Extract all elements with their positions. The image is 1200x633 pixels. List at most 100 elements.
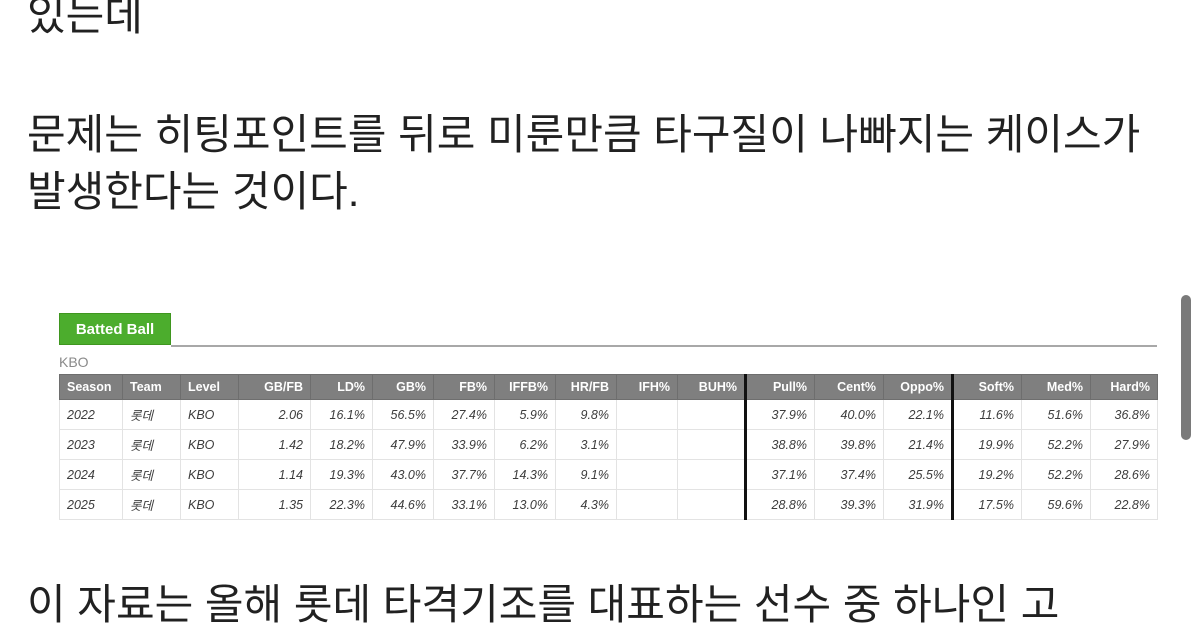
table-cell: 19.3% bbox=[310, 459, 373, 490]
table-cell: 33.9% bbox=[433, 429, 495, 460]
table-cell: 19.2% bbox=[951, 459, 1022, 490]
table-cell: 59.6% bbox=[1021, 489, 1091, 520]
table-cell: 37.1% bbox=[744, 459, 815, 490]
table-cell: KBO bbox=[180, 399, 239, 430]
table-cell: 1.35 bbox=[238, 489, 311, 520]
column-header: BUH% bbox=[677, 374, 746, 400]
table-cell: 52.2% bbox=[1021, 459, 1091, 490]
table-cell: KBO bbox=[180, 429, 239, 460]
column-header: LD% bbox=[310, 374, 373, 400]
table-cell: 52.2% bbox=[1021, 429, 1091, 460]
table-cell: 39.3% bbox=[814, 489, 884, 520]
column-header: Team bbox=[122, 374, 181, 400]
table-cell: 2023 bbox=[59, 429, 123, 460]
table-cell: 37.7% bbox=[433, 459, 495, 490]
table-cell: 22.3% bbox=[310, 489, 373, 520]
article-paragraph: 문제는 히팅포인트를 뒤로 미룬만큼 타구질이 나빠지는 케이스가 발생한다는 … bbox=[27, 111, 1152, 215]
table-cell: 22.1% bbox=[883, 399, 953, 430]
table-cell: 롯데 bbox=[122, 429, 181, 460]
table-cell: 33.1% bbox=[433, 489, 495, 520]
batted-ball-widget: Batted Ball KBO Season Team Level GB/FB LD% G… bbox=[59, 313, 1158, 520]
column-header: Oppo% bbox=[883, 374, 953, 400]
table-cell: 44.6% bbox=[372, 489, 434, 520]
table-cell: 18.2% bbox=[310, 429, 373, 460]
table-cell: 47.9% bbox=[372, 429, 434, 460]
column-header: IFH% bbox=[616, 374, 678, 400]
column-header: GB/FB bbox=[238, 374, 311, 400]
table-cell: KBO bbox=[180, 489, 239, 520]
table-cell: 1.42 bbox=[238, 429, 311, 460]
table-cell: 56.5% bbox=[372, 399, 434, 430]
column-header: Soft% bbox=[951, 374, 1022, 400]
league-label: KBO bbox=[59, 354, 89, 370]
column-header: IFFB% bbox=[494, 374, 556, 400]
table-cell bbox=[616, 489, 678, 520]
table-row: 2023 롯데 KBO 1.42 18.2% 47.9% 33.9% 6.2% 3.1% 38.8… bbox=[59, 429, 1158, 460]
table-cell: 27.4% bbox=[433, 399, 495, 430]
table-cell: 14.3% bbox=[494, 459, 556, 490]
table-cell: 40.0% bbox=[814, 399, 884, 430]
table-cell: 2022 bbox=[59, 399, 123, 430]
stats-table-head-row: Season Team Level GB/FB LD% GB% FB% IFFB% HR/FB I… bbox=[59, 374, 1158, 400]
column-header: Season bbox=[59, 374, 123, 400]
column-header: FB% bbox=[433, 374, 495, 400]
column-header: HR/FB bbox=[555, 374, 617, 400]
article-bottom-line: 이 자료는 올해 롯데 타격기조를 대표하는 선수 중 하나인 고 bbox=[27, 581, 1060, 628]
column-header: Med% bbox=[1021, 374, 1091, 400]
stats-table-body: 2022 롯데 KBO 2.06 16.1% 56.5% 27.4% 5.9% 9.8% 37.9… bbox=[59, 399, 1158, 520]
table-cell: 22.8% bbox=[1090, 489, 1158, 520]
table-cell: 9.1% bbox=[555, 459, 617, 490]
batted-ball-tab[interactable]: Batted Ball bbox=[59, 313, 171, 345]
table-cell bbox=[616, 399, 678, 430]
table-cell bbox=[616, 459, 678, 490]
table-cell: 39.8% bbox=[814, 429, 884, 460]
table-cell: 6.2% bbox=[494, 429, 556, 460]
tab-row: Batted Ball bbox=[59, 313, 1157, 347]
stats-table: Season Team Level GB/FB LD% GB% FB% IFFB% HR/FB I… bbox=[59, 374, 1158, 520]
table-cell bbox=[677, 459, 746, 490]
table-cell: 25.5% bbox=[883, 459, 953, 490]
table-cell: 2.06 bbox=[238, 399, 311, 430]
table-cell: 9.8% bbox=[555, 399, 617, 430]
table-cell: 19.9% bbox=[951, 429, 1022, 460]
table-cell: 36.8% bbox=[1090, 399, 1158, 430]
table-cell: 11.6% bbox=[951, 399, 1022, 430]
table-cell: 16.1% bbox=[310, 399, 373, 430]
article-top-line: 있는데 bbox=[27, 0, 143, 39]
column-header: Hard% bbox=[1090, 374, 1158, 400]
column-header: GB% bbox=[372, 374, 434, 400]
table-cell: 4.3% bbox=[555, 489, 617, 520]
table-cell: 13.0% bbox=[494, 489, 556, 520]
table-cell: KBO bbox=[180, 459, 239, 490]
table-cell: 27.9% bbox=[1090, 429, 1158, 460]
table-cell: 28.6% bbox=[1090, 459, 1158, 490]
table-cell: 37.9% bbox=[744, 399, 815, 430]
table-row: 2022 롯데 KBO 2.06 16.1% 56.5% 27.4% 5.9% 9.8% 37.9… bbox=[59, 399, 1158, 430]
table-row: 2025 롯데 KBO 1.35 22.3% 44.6% 33.1% 13.0% 4.3% 28.… bbox=[59, 489, 1158, 520]
table-cell: 5.9% bbox=[494, 399, 556, 430]
column-header: Pull% bbox=[744, 374, 815, 400]
vertical-scrollbar-thumb[interactable] bbox=[1181, 295, 1191, 440]
table-cell: 2024 bbox=[59, 459, 123, 490]
column-header: Level bbox=[180, 374, 239, 400]
table-cell: 31.9% bbox=[883, 489, 953, 520]
table-cell: 롯데 bbox=[122, 399, 181, 430]
table-cell: 롯데 bbox=[122, 459, 181, 490]
table-cell: 롯데 bbox=[122, 489, 181, 520]
table-cell: 43.0% bbox=[372, 459, 434, 490]
table-row: 2024 롯데 KBO 1.14 19.3% 43.0% 37.7% 14.3% 9.1% 37.… bbox=[59, 459, 1158, 490]
column-header: Cent% bbox=[814, 374, 884, 400]
table-cell: 28.8% bbox=[744, 489, 815, 520]
table-cell bbox=[677, 429, 746, 460]
table-cell: 1.14 bbox=[238, 459, 311, 490]
tab-underline bbox=[171, 345, 1157, 347]
table-cell bbox=[677, 489, 746, 520]
table-cell: 3.1% bbox=[555, 429, 617, 460]
table-cell: 37.4% bbox=[814, 459, 884, 490]
table-cell bbox=[616, 429, 678, 460]
table-cell: 17.5% bbox=[951, 489, 1022, 520]
table-cell: 21.4% bbox=[883, 429, 953, 460]
table-cell bbox=[677, 399, 746, 430]
table-cell: 51.6% bbox=[1021, 399, 1091, 430]
table-cell: 38.8% bbox=[744, 429, 815, 460]
